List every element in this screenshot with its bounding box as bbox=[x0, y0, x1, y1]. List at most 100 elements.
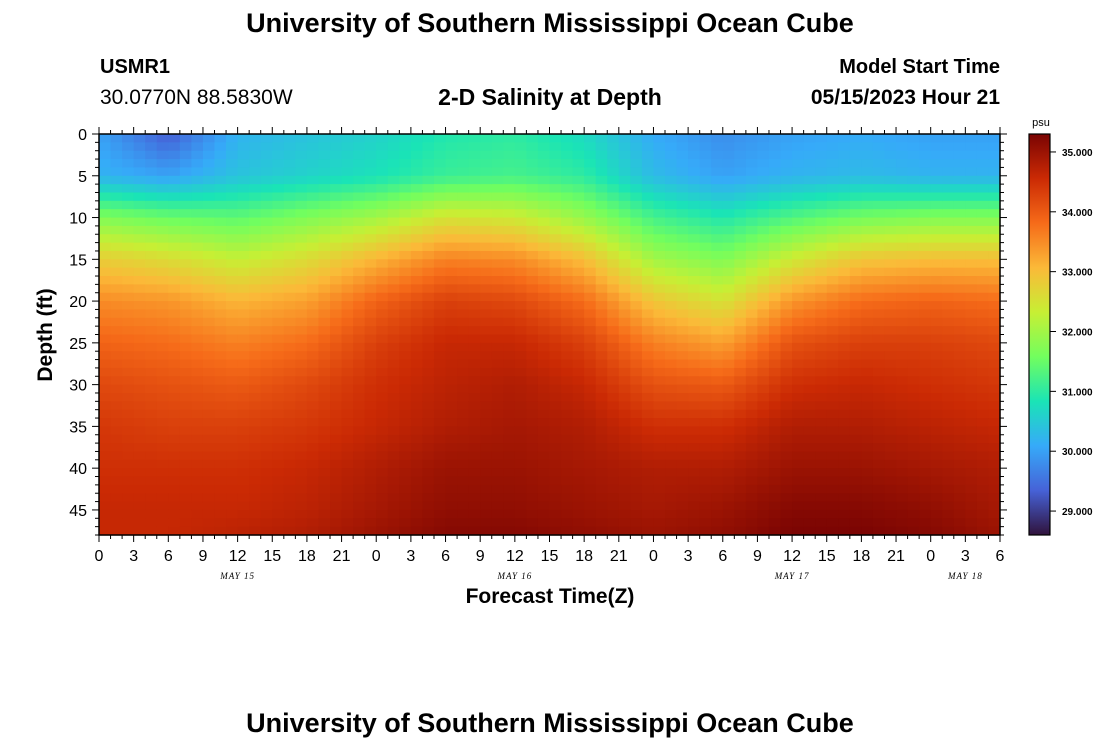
heatmap-cell bbox=[965, 342, 978, 352]
heatmap-cell bbox=[468, 401, 481, 411]
heatmap-cell bbox=[815, 167, 828, 177]
heatmap-cell bbox=[803, 217, 816, 227]
heatmap-cell bbox=[607, 476, 620, 486]
heatmap-cell bbox=[295, 376, 308, 386]
heatmap-cell bbox=[572, 392, 585, 402]
heatmap-cell bbox=[399, 443, 412, 453]
heatmap-cell bbox=[214, 326, 227, 336]
heatmap-cell bbox=[237, 209, 250, 219]
heatmap-cell bbox=[872, 351, 886, 361]
heatmap-cell bbox=[480, 326, 493, 336]
heatmap-cell bbox=[815, 484, 828, 494]
heatmap-cell bbox=[976, 175, 990, 185]
heatmap-cell bbox=[988, 351, 1001, 361]
heatmap-cell bbox=[988, 200, 1001, 210]
heatmap-cell bbox=[202, 451, 216, 461]
heatmap-cell bbox=[468, 426, 481, 436]
heatmap-cell bbox=[399, 259, 412, 269]
heatmap-cell bbox=[145, 159, 158, 169]
x-tick-label: 0 bbox=[926, 548, 935, 565]
heatmap-cell bbox=[942, 418, 955, 427]
heatmap-cell bbox=[665, 142, 678, 152]
heatmap-cell bbox=[768, 267, 782, 277]
heatmap-cell bbox=[826, 242, 839, 252]
heatmap-cell bbox=[953, 225, 966, 235]
heatmap-cell bbox=[526, 142, 539, 152]
heatmap-cell bbox=[353, 326, 366, 336]
heatmap-cell bbox=[376, 359, 389, 369]
heatmap-cell bbox=[330, 142, 343, 152]
heatmap-cell bbox=[445, 217, 458, 227]
heatmap-cell bbox=[584, 509, 597, 519]
heatmap-cell bbox=[491, 175, 504, 185]
heatmap-cell bbox=[214, 476, 227, 486]
heatmap-cell bbox=[942, 267, 955, 277]
heatmap-cell bbox=[780, 509, 793, 519]
heatmap-cell bbox=[676, 250, 689, 260]
heatmap-cell bbox=[757, 209, 770, 219]
heatmap-cell bbox=[237, 159, 250, 169]
heatmap-cell bbox=[99, 493, 112, 503]
heatmap-cell bbox=[942, 351, 955, 361]
heatmap-cell bbox=[457, 284, 470, 294]
heatmap-cell bbox=[665, 259, 678, 269]
heatmap-cell bbox=[237, 509, 250, 519]
heatmap-cell bbox=[849, 259, 862, 269]
heatmap-cell bbox=[145, 401, 158, 411]
heatmap-cell bbox=[549, 509, 562, 519]
heatmap-cell bbox=[110, 376, 123, 386]
heatmap-cell bbox=[145, 468, 158, 478]
heatmap-cell bbox=[272, 242, 285, 252]
heatmap-cell bbox=[572, 167, 585, 177]
heatmap-cell bbox=[457, 359, 470, 369]
heatmap-cell bbox=[295, 342, 308, 352]
heatmap-cell bbox=[919, 200, 932, 210]
heatmap-cell bbox=[930, 459, 943, 469]
heatmap-cell bbox=[665, 309, 678, 319]
heatmap-cell bbox=[168, 184, 181, 194]
heatmap-cell bbox=[306, 501, 320, 511]
heatmap-cell bbox=[191, 459, 204, 469]
heatmap-cell bbox=[376, 142, 389, 152]
heatmap-cell bbox=[445, 234, 458, 244]
heatmap-cell bbox=[872, 217, 886, 227]
heatmap-cell bbox=[803, 209, 816, 219]
heatmap-cell bbox=[433, 276, 447, 285]
heatmap-cell bbox=[722, 234, 735, 244]
heatmap-cell bbox=[734, 418, 747, 427]
heatmap-cell bbox=[156, 468, 169, 478]
heatmap-cell bbox=[630, 484, 643, 494]
heatmap-cell bbox=[514, 392, 527, 402]
heatmap-cell bbox=[803, 476, 816, 486]
heatmap-cell bbox=[722, 484, 735, 494]
heatmap-cell bbox=[942, 134, 955, 143]
heatmap-cell bbox=[561, 142, 574, 152]
heatmap-cell bbox=[595, 217, 608, 227]
heatmap-cell bbox=[491, 167, 504, 177]
heatmap-cell bbox=[907, 326, 920, 336]
heatmap-cell bbox=[803, 426, 816, 436]
heatmap-cell bbox=[896, 434, 909, 444]
heatmap-cell bbox=[145, 384, 158, 394]
heatmap-cell bbox=[688, 209, 701, 219]
heatmap-cell bbox=[745, 301, 759, 311]
heatmap-cell bbox=[330, 134, 343, 143]
heatmap-cell bbox=[168, 484, 181, 494]
heatmap-cell bbox=[849, 159, 862, 169]
heatmap-cell bbox=[283, 526, 296, 536]
heatmap-cell bbox=[353, 443, 366, 453]
heatmap-cell bbox=[179, 501, 193, 511]
heatmap-cell bbox=[202, 384, 216, 394]
heatmap-cell bbox=[699, 259, 712, 269]
heatmap-cell bbox=[318, 301, 331, 311]
heatmap-cell bbox=[330, 326, 343, 336]
heatmap-cell bbox=[976, 217, 990, 227]
heatmap-cell bbox=[965, 434, 978, 444]
heatmap-cell bbox=[214, 284, 227, 294]
colorbar-tick-label: 32.000 bbox=[1062, 328, 1093, 339]
heatmap-cell bbox=[237, 418, 250, 427]
heatmap-cell bbox=[561, 242, 574, 252]
heatmap-cell bbox=[272, 142, 285, 152]
heatmap-cell bbox=[237, 167, 250, 177]
heatmap-cell bbox=[815, 518, 828, 528]
